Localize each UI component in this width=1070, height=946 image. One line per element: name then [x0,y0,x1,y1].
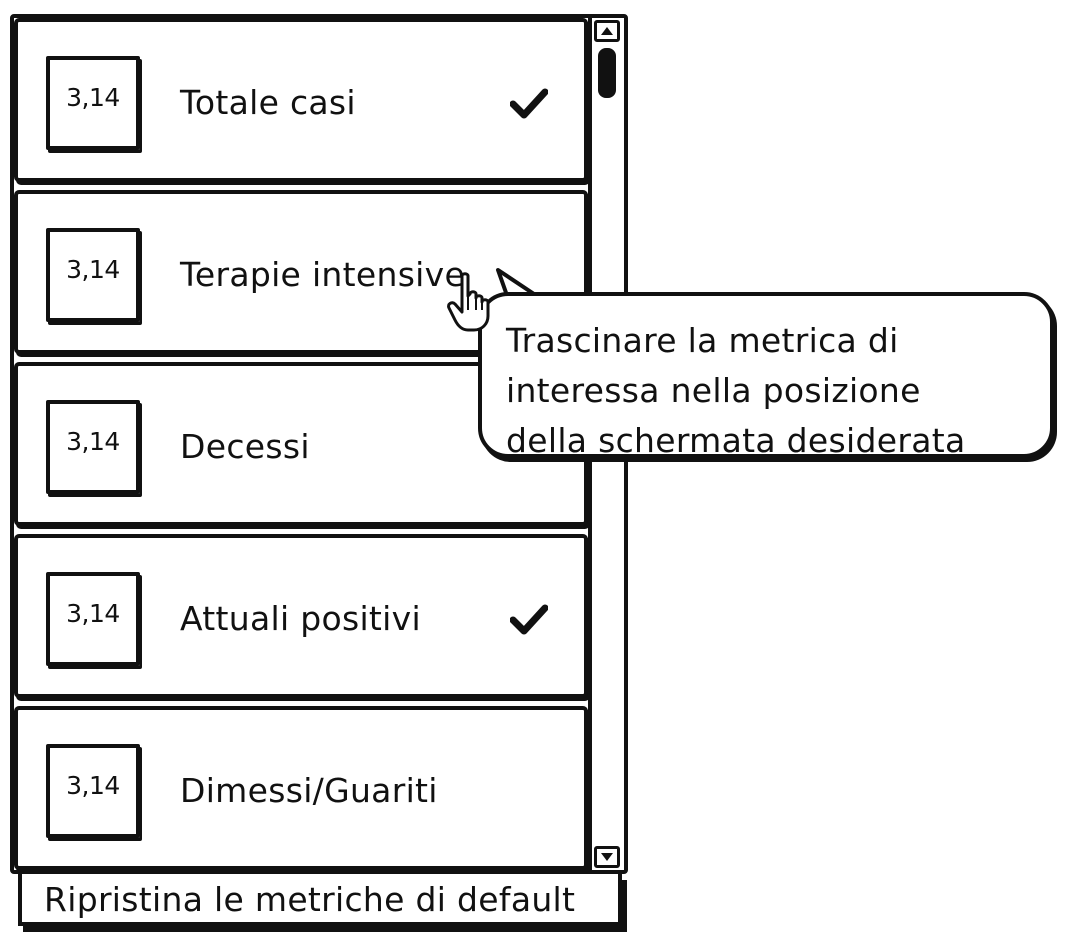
hand-pointer-icon [447,272,490,332]
metric-value-box: 3,14 [46,572,140,666]
metric-label: Attuali positivi [180,599,421,638]
metric-item-attuali-positivi[interactable]: 3,14 Attuali positivi [14,534,588,698]
metric-label: Decessi [180,427,310,466]
metric-label: Dimessi/Guariti [180,771,438,810]
metric-item-dimessi-guariti[interactable]: 3,14 Dimessi/Guariti [14,706,588,870]
metric-label: Terapie intensive [180,255,466,294]
metric-item-totale-casi[interactable]: 3,14 Totale casi [14,18,588,182]
metric-item-terapie-intensive[interactable]: 3,14 Terapie intensive [14,190,588,354]
metric-value-box: 3,14 [46,744,140,838]
metric-value-box: 3,14 [46,56,140,150]
arrow-down-icon [601,853,613,861]
scroll-up-button[interactable] [594,20,620,42]
metric-label: Totale casi [180,83,356,122]
arrow-up-icon [601,27,613,35]
check-icon[interactable] [510,86,548,120]
metrics-list: 3,14 Totale casi 3,14 Terapie intensive … [14,18,588,870]
drag-hint-tooltip: Trascinare la metrica di interessa nella… [478,292,1054,460]
check-icon[interactable] [510,602,548,636]
reset-metrics-button[interactable]: Ripristina le metriche di default [18,874,622,926]
scroll-thumb[interactable] [598,48,616,98]
scroll-down-button[interactable] [594,846,620,868]
tooltip-text: Trascinare la metrica di interessa nella… [506,321,966,460]
metric-value-box: 3,14 [46,400,140,494]
metric-value-box: 3,14 [46,228,140,322]
